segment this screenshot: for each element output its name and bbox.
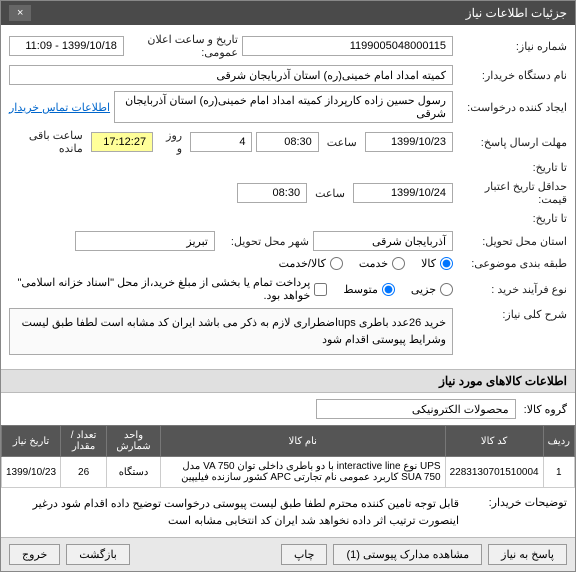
radio-goods[interactable]: کالا: [421, 257, 453, 270]
td-5: 1399/10/23: [2, 457, 61, 488]
quote-time: 08:30: [237, 183, 307, 203]
days-left: 4: [190, 132, 252, 152]
buyer-note: توضیحات خریدار: قابل توجه تامین کننده مح…: [1, 488, 575, 537]
announce-label: تاریخ و ساعت اعلان عمومی:: [128, 33, 238, 59]
radio-gs-input[interactable]: [330, 257, 343, 270]
close-button[interactable]: ×: [9, 5, 31, 21]
table-row: 1 2283130701510004 UPS نوع interactive l…: [2, 457, 575, 488]
goods-section-title: اطلاعات کالاهای مورد نیاز: [1, 369, 575, 393]
category-label: طبقه بندی موضوعی:: [457, 257, 567, 270]
need-number-value: 1199005048000115: [242, 36, 453, 56]
group-value: محصولات الکترونیکی: [316, 399, 516, 419]
th-0: ردیف: [543, 426, 574, 457]
hours-text: ساعت باقی مانده: [9, 129, 87, 155]
quote-date: 1399/10/24: [353, 183, 453, 203]
desc-label: شرح کلی نیاز:: [457, 308, 567, 321]
footer: پاسخ به نیاز مشاهده مدارک پیوستی (1) چاپ…: [1, 537, 575, 571]
hours-left: 17:12:27: [91, 132, 153, 152]
panel-title: جزئیات اطلاعات نیاز: [466, 6, 567, 20]
radio-goods-input[interactable]: [440, 257, 453, 270]
delivery-city-label: شهر محل تحویل:: [219, 235, 309, 248]
goods-table: ردیف کد کالا نام کالا واحد شمارش تعداد /…: [1, 425, 575, 488]
radio-goods-service[interactable]: کالا/خدمت: [279, 257, 343, 270]
group-label: گروه کالا:: [524, 403, 567, 416]
category-group: کالا خدمت کالا/خدمت: [279, 257, 453, 270]
buyer-note-label: توضیحات خریدار:: [467, 496, 567, 529]
td-1: 2283130701510004: [445, 457, 543, 488]
group-row: گروه کالا: محصولات الکترونیکی: [1, 393, 575, 425]
buyer-org-value: کمیته امداد امام خمینی(ره) استان آذربایج…: [9, 65, 453, 85]
time-label-2: ساعت: [311, 187, 349, 200]
creator-label: ایجاد کننده درخواست:: [457, 101, 567, 114]
desc-text: خرید 26عدد باطری upsاضطراری لازم به ذکر …: [9, 308, 453, 355]
delivery-city: تبریز: [75, 231, 215, 251]
table-header-row: ردیف کد کالا نام کالا واحد شمارش تعداد /…: [2, 426, 575, 457]
deadline-date: 1399/10/23: [365, 132, 453, 152]
back-button[interactable]: بازگشت: [66, 544, 130, 565]
check-payment-input[interactable]: [314, 283, 327, 296]
th-1: کد کالا: [445, 426, 543, 457]
td-2: UPS نوع interactive line با دو باطری داخ…: [160, 457, 445, 488]
radio-small[interactable]: جزیی: [411, 283, 453, 296]
th-3: واحد شمارش: [107, 426, 161, 457]
td-4: 26: [61, 457, 107, 488]
radio-service-input[interactable]: [392, 257, 405, 270]
contact-link[interactable]: اطلاعات تماس خریدار: [9, 101, 110, 114]
deadline-label: مهلت ارسال پاسخ:: [457, 136, 567, 149]
details-panel: جزئیات اطلاعات نیاز × شماره نیاز: 119900…: [0, 0, 576, 572]
purchase-type-label: نوع فرآیند خرید :: [457, 283, 567, 296]
attachments-button[interactable]: مشاهده مدارک پیوستی (1): [333, 544, 482, 565]
to-date-label: تا تاریخ:: [457, 161, 567, 174]
radio-small-input[interactable]: [440, 283, 453, 296]
time-label-1: ساعت: [323, 136, 361, 149]
announce-value: 1399/10/18 - 11:09: [9, 36, 124, 56]
quote-valid-label: حداقل تاریخ اعتبار قیمت:: [457, 180, 567, 206]
days-text: روز و: [157, 129, 186, 155]
delivery-province: آذربایجان شرقی: [313, 231, 453, 251]
radio-medium[interactable]: متوسط: [343, 283, 395, 296]
buyer-note-text: قابل توجه تامین کننده محترم لطفا طبق لیس…: [9, 496, 459, 529]
radio-medium-input[interactable]: [382, 283, 395, 296]
radio-service[interactable]: خدمت: [359, 257, 405, 270]
panel-header: جزئیات اطلاعات نیاز ×: [1, 1, 575, 25]
to-date2-label: تا تاریخ:: [457, 212, 567, 225]
check-payment[interactable]: پرداخت تمام یا بخشی از مبلغ خرید،از محل …: [9, 276, 327, 302]
deadline-time: 08:30: [256, 132, 318, 152]
th-4: تعداد / مقدار: [61, 426, 107, 457]
exit-button[interactable]: خروج: [9, 544, 60, 565]
purchase-type-group: جزیی متوسط پرداخت تمام یا بخشی از مبلغ خ…: [9, 276, 453, 302]
delivery-label: استان محل تحویل:: [457, 235, 567, 248]
td-3: دستگاه: [107, 457, 161, 488]
buyer-org-label: نام دستگاه خریدار:: [457, 69, 567, 82]
td-0: 1: [543, 457, 574, 488]
need-number-label: شماره نیاز:: [457, 40, 567, 53]
main-section: شماره نیاز: 1199005048000115 تاریخ و ساع…: [1, 25, 575, 369]
th-2: نام کالا: [160, 426, 445, 457]
th-5: تاریخ نیاز: [2, 426, 61, 457]
print-button[interactable]: چاپ: [281, 544, 328, 565]
respond-button[interactable]: پاسخ به نیاز: [488, 544, 567, 565]
creator-value: رسول حسین زاده کارپرداز کمیته امداد امام…: [114, 91, 453, 123]
